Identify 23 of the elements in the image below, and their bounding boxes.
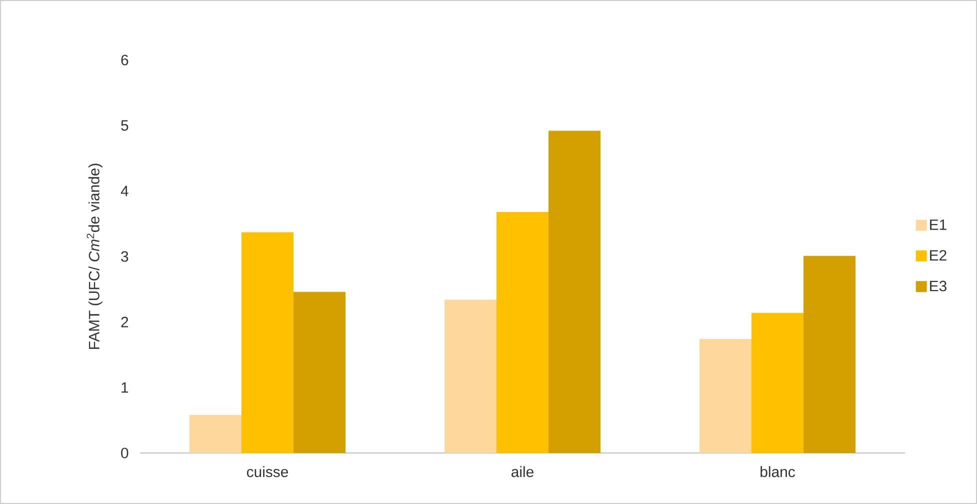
y-tick-label: 5 bbox=[121, 120, 128, 131]
legend-label: E3 bbox=[930, 280, 946, 292]
bar bbox=[294, 292, 346, 453]
y-tick-label: 4 bbox=[120, 186, 128, 196]
bar bbox=[444, 300, 497, 453]
legend-label: E1 bbox=[930, 220, 946, 230]
legend-label: E2 bbox=[930, 250, 946, 261]
y-tick-label: 1 bbox=[122, 382, 128, 393]
y-tick-label: 2 bbox=[121, 316, 128, 328]
bar bbox=[804, 256, 856, 453]
bar bbox=[242, 232, 294, 453]
x-tick-label: aile bbox=[512, 466, 534, 478]
bar bbox=[190, 414, 242, 453]
bar bbox=[752, 312, 804, 453]
y-tick-label: 3 bbox=[121, 251, 128, 262]
bar bbox=[548, 130, 601, 453]
y-axis-title: FAMT (UFC/ Cm$^{2}$de viande) bbox=[86, 164, 102, 349]
bar bbox=[700, 339, 752, 453]
x-tick-label: cuisse bbox=[246, 466, 288, 478]
bar bbox=[496, 212, 549, 453]
y-tick-label: 6 bbox=[121, 54, 128, 66]
y-tick-label: 0 bbox=[121, 448, 128, 458]
x-tick-label: blanc bbox=[760, 466, 795, 478]
